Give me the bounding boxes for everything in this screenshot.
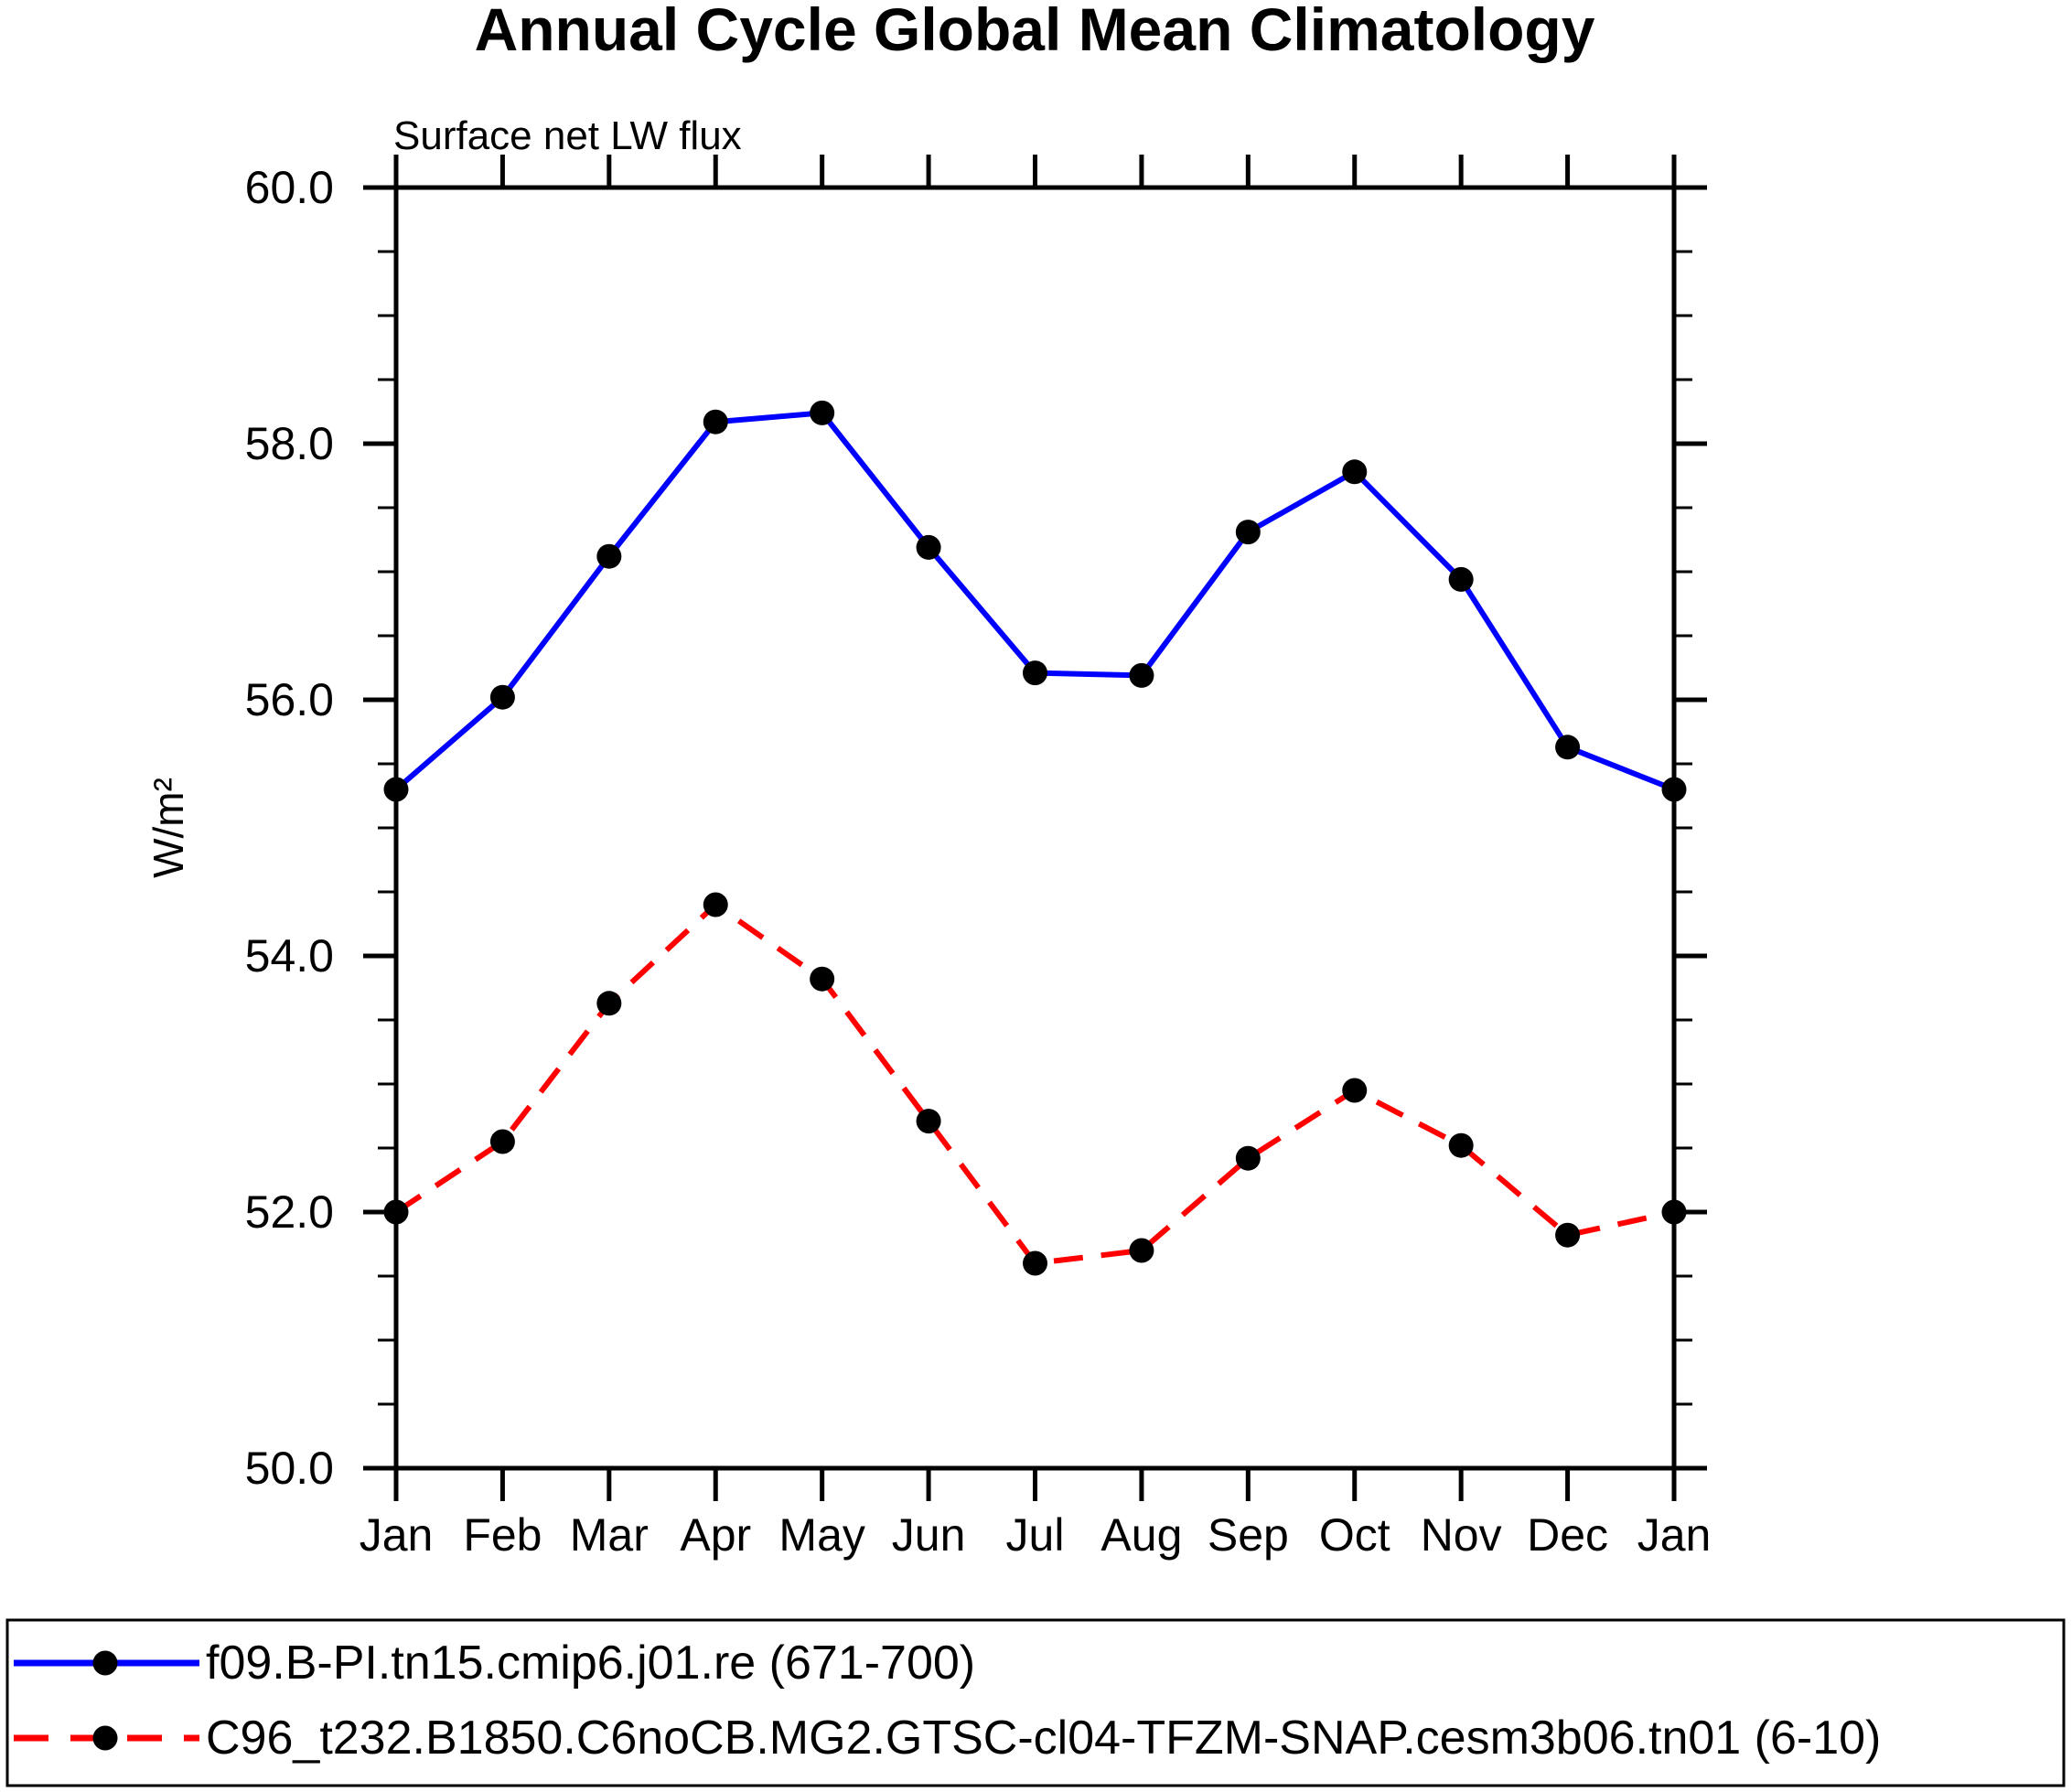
data-point-marker — [810, 966, 835, 992]
data-point-marker — [383, 1199, 409, 1225]
data-point-marker — [1555, 735, 1581, 760]
data-point-marker — [810, 400, 835, 425]
data-point-marker — [1448, 1132, 1474, 1158]
x-tick-label: Mar — [570, 1509, 649, 1561]
legend-marker-icon — [92, 1650, 118, 1676]
y-axis-label: W/m² — [145, 778, 192, 878]
series-line-dashed — [394, 902, 1675, 1266]
x-tick-label: Feb — [463, 1509, 542, 1561]
y-tick-label: 50.0 — [245, 1443, 334, 1494]
x-tick-label: Sep — [1208, 1509, 1289, 1561]
data-point-marker — [1342, 1078, 1368, 1103]
x-tick-label: Dec — [1527, 1509, 1608, 1561]
legend-label-series-2: C96_t232.B1850.C6noCB.MG2.GTSC-cl04-TFZM… — [206, 1712, 1881, 1765]
y-tick-label: 56.0 — [245, 674, 334, 725]
data-point-marker — [916, 1109, 941, 1134]
x-tick-label: Jan — [360, 1509, 434, 1561]
data-point-marker — [1555, 1222, 1581, 1248]
x-tick-label: Apr — [680, 1509, 751, 1561]
data-point-marker — [1235, 520, 1261, 545]
data-point-marker — [596, 991, 622, 1016]
data-point-marker — [1342, 459, 1368, 485]
series-line-solid — [394, 410, 1676, 792]
x-tick-label: Aug — [1100, 1509, 1182, 1561]
x-tick-label: Jan — [1637, 1509, 1712, 1561]
data-point-marker — [489, 684, 515, 710]
plot-series — [383, 400, 1687, 1276]
legend-label-series-1: f09.B-PI.tn15.cmip6.j01.re (671-700) — [206, 1636, 975, 1690]
data-point-marker — [1661, 1199, 1687, 1225]
data-point-marker — [1129, 1238, 1154, 1263]
chart-subtitle: Surface net LW flux — [393, 113, 742, 158]
data-point-marker — [1235, 1145, 1261, 1171]
data-point-marker — [1129, 662, 1154, 688]
x-tick-label: Oct — [1319, 1509, 1390, 1561]
plot-axes: Jan Feb Mar Apr May Jun Jul Aug Sep Oct Nov Dec Jan 5… — [245, 155, 1712, 1561]
data-point-marker — [383, 777, 409, 802]
x-tick-label: May — [778, 1509, 864, 1561]
data-point-marker — [1023, 660, 1047, 686]
data-point-marker — [703, 409, 728, 435]
data-point-marker — [916, 534, 941, 560]
data-point-marker — [703, 892, 728, 917]
legend-box — [5, 1618, 2066, 1787]
data-point-marker — [1448, 566, 1474, 592]
legend: f09.B-PI.tn15.cmip6.j01.re (671-700) C96… — [5, 1618, 2066, 1787]
x-tick-label: Jun — [892, 1509, 966, 1561]
x-tick-label: Nov — [1421, 1509, 1502, 1561]
y-tick-label: 58.0 — [245, 418, 334, 469]
data-point-marker — [1023, 1250, 1047, 1276]
legend-marker-icon — [92, 1725, 118, 1751]
y-tick-label: 54.0 — [245, 930, 334, 982]
y-tick-label: 52.0 — [245, 1186, 334, 1238]
plot-frame — [393, 185, 1677, 1471]
data-point-marker — [1661, 777, 1687, 802]
chart-title: Annual Cycle Global Mean Climatology — [475, 0, 1595, 63]
data-point-marker — [596, 543, 622, 569]
x-tick-label: Jul — [1006, 1509, 1065, 1561]
data-point-marker — [489, 1129, 515, 1154]
y-tick-label: 60.0 — [245, 162, 334, 213]
